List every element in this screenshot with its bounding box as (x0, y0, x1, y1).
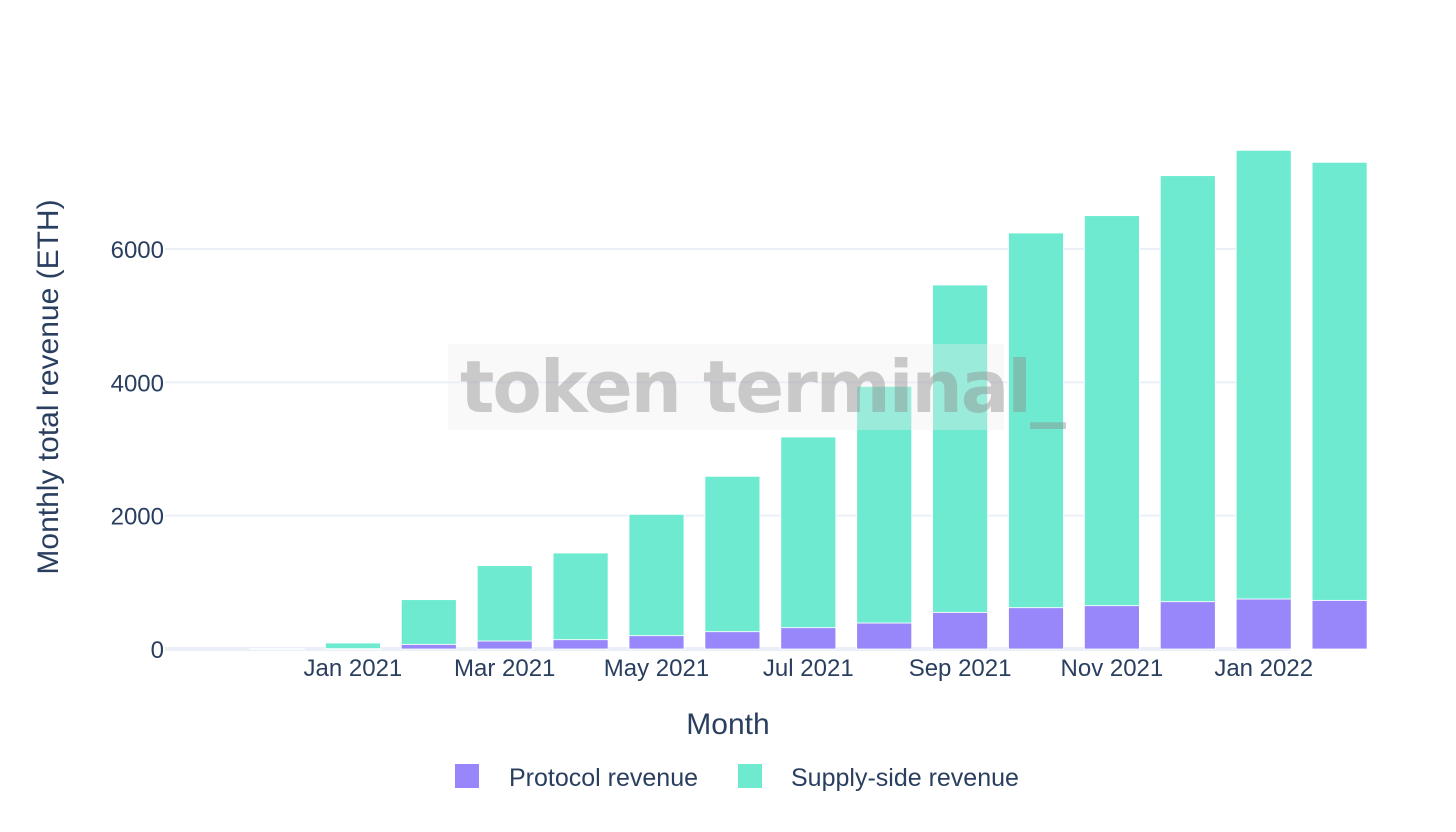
x-tick-label: Nov 2021 (1061, 655, 1164, 682)
bar-protocol-revenue (1235, 598, 1292, 650)
bar-supply-side-revenue (704, 475, 761, 633)
x-tick-label: Jan 2021 (304, 655, 403, 682)
x-tick-label: Mar 2021 (454, 655, 555, 682)
legend-swatch-supply-side (738, 764, 762, 788)
y-tick-label: 2000 (111, 504, 164, 531)
bar-protocol-revenue (1084, 605, 1140, 650)
y-tick-label: 6000 (111, 237, 164, 264)
legend: Protocol revenue Supply-side revenue (455, 764, 1019, 792)
bar-protocol-revenue (704, 631, 761, 650)
bar-supply-side-revenue (1311, 161, 1368, 601)
x-tick-label: May 2021 (604, 655, 709, 682)
bar-supply-side-revenue (932, 284, 988, 613)
bar-supply-side-revenue (552, 552, 609, 641)
bar-supply-side-revenue (628, 513, 685, 637)
x-axis-ticks: Jan 2021 Mar 2021 May 2021 Jul 2021 Sep 2021… (304, 655, 1314, 682)
bar-supply-side-revenue (324, 642, 381, 650)
bar-protocol-revenue (856, 622, 913, 650)
bar-protocol-revenue (1159, 601, 1216, 650)
bar-protocol-revenue (932, 611, 988, 650)
y-tick-label: 0 (151, 637, 164, 664)
bar-supply-side-revenue (1084, 215, 1140, 607)
x-tick-label: Jan 2022 (1214, 655, 1313, 682)
bar-supply-side-revenue (1159, 175, 1216, 603)
legend-label-supply-side: Supply-side revenue (791, 764, 1019, 792)
bar-protocol-revenue (780, 627, 837, 650)
y-axis-ticks: 0 2000 4000 6000 (111, 237, 164, 664)
bar-protocol-revenue (1311, 599, 1368, 650)
y-tick-label: 4000 (111, 370, 164, 397)
bar-protocol-revenue (1008, 607, 1064, 650)
bar-protocol-revenue (476, 640, 533, 650)
legend-label-protocol: Protocol revenue (509, 764, 698, 792)
bars (249, 149, 1368, 650)
bar-supply-side-revenue (1008, 232, 1064, 609)
bar-supply-side-revenue (476, 565, 533, 642)
bar-supply-side-revenue (780, 436, 837, 629)
watermark: token terminal_ (448, 344, 1068, 430)
watermark-backdrop (448, 344, 1004, 430)
x-axis-title: Month (686, 708, 769, 741)
bar-protocol-revenue (552, 639, 609, 650)
bar-supply-side-revenue (249, 648, 305, 650)
bar-supply-side-revenue (1235, 149, 1292, 600)
watermark-text: token terminal_ (460, 345, 1066, 429)
bar-supply-side-revenue (856, 385, 913, 624)
bar-protocol-revenue (400, 643, 457, 650)
bar-supply-side-revenue (400, 599, 457, 645)
y-axis-title: Monthly total revenue (ETH) (32, 199, 65, 574)
x-tick-label: Jul 2021 (763, 655, 854, 682)
bar-protocol-revenue (628, 635, 685, 650)
x-tick-label: Sep 2021 (909, 655, 1012, 682)
legend-swatch-protocol (455, 764, 479, 788)
